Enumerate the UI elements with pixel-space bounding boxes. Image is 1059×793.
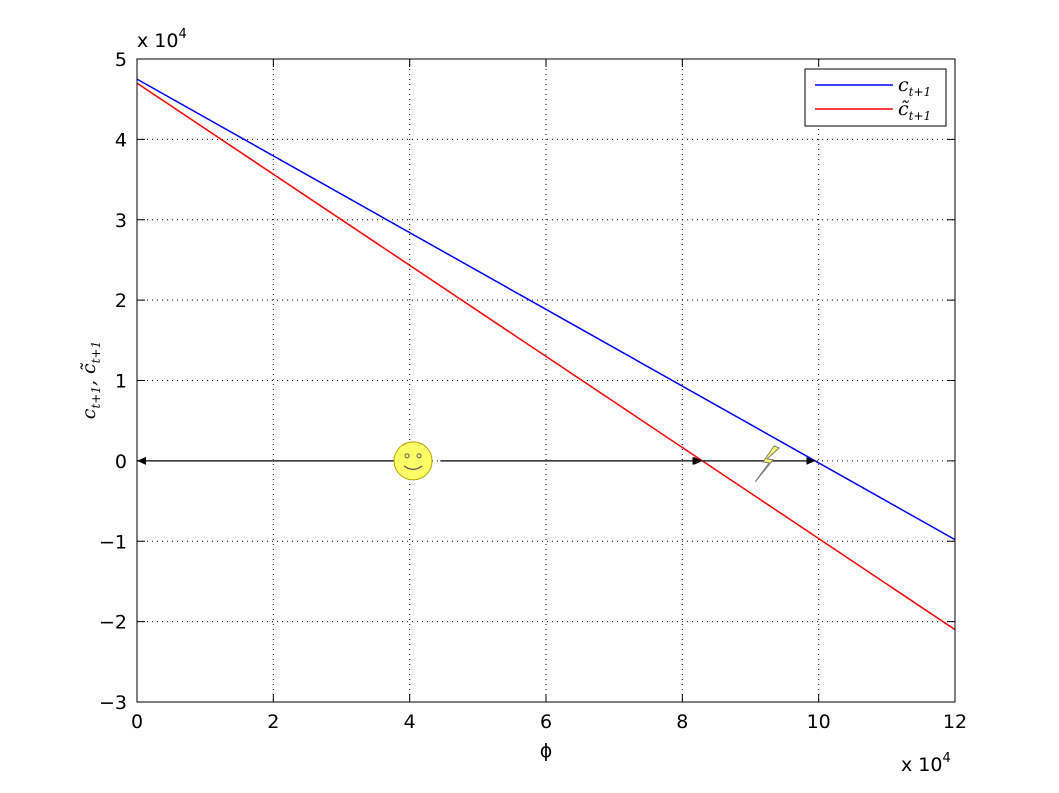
y-tick-label: −3 [99, 692, 127, 714]
smiley-eye-left [404, 453, 410, 459]
series-layer [136, 78, 956, 631]
legend-label-2: c̃t+1 [898, 98, 931, 123]
lightning-bolt-icon [754, 445, 781, 483]
y-tick-label: 1 [115, 371, 127, 393]
x-tick-label: 8 [676, 711, 688, 733]
smiley-eye-right [416, 453, 422, 459]
y-tick-label: 5 [115, 49, 127, 71]
series-line-2 [136, 82, 956, 631]
y-tick-label: −1 [99, 531, 127, 553]
x-tick-label: 6 [540, 711, 552, 733]
legend: ct+1c̃t+1 [804, 68, 947, 127]
lightning-bolt-shape [754, 445, 781, 483]
smiley-face [393, 441, 433, 481]
smiley-icon [393, 441, 433, 481]
x-axis-label: ϕ [540, 740, 553, 762]
y-tick-label: −2 [99, 612, 127, 634]
y-tick-label: 0 [115, 451, 127, 473]
smiley-mouth [403, 465, 423, 470]
x-tick-label: 2 [267, 711, 279, 733]
legend-label-1: ct+1 [898, 74, 931, 99]
x-tick-label: 0 [131, 711, 143, 733]
y-tick-label: 2 [115, 290, 127, 312]
y-axis-label: ct+1, c̃t+1 [78, 341, 103, 419]
x-tick-label: 12 [943, 711, 967, 733]
grid [137, 59, 955, 702]
x-multiplier: x 104 [901, 751, 951, 776]
y-tick-label: 4 [115, 129, 127, 151]
annotations [137, 441, 816, 483]
series-line-1 [136, 78, 956, 541]
x-tick-label: 10 [807, 711, 831, 733]
y-multiplier: x 104 [137, 27, 187, 52]
y-tick-label: 3 [115, 210, 127, 232]
x-tick-label: 4 [404, 711, 416, 733]
